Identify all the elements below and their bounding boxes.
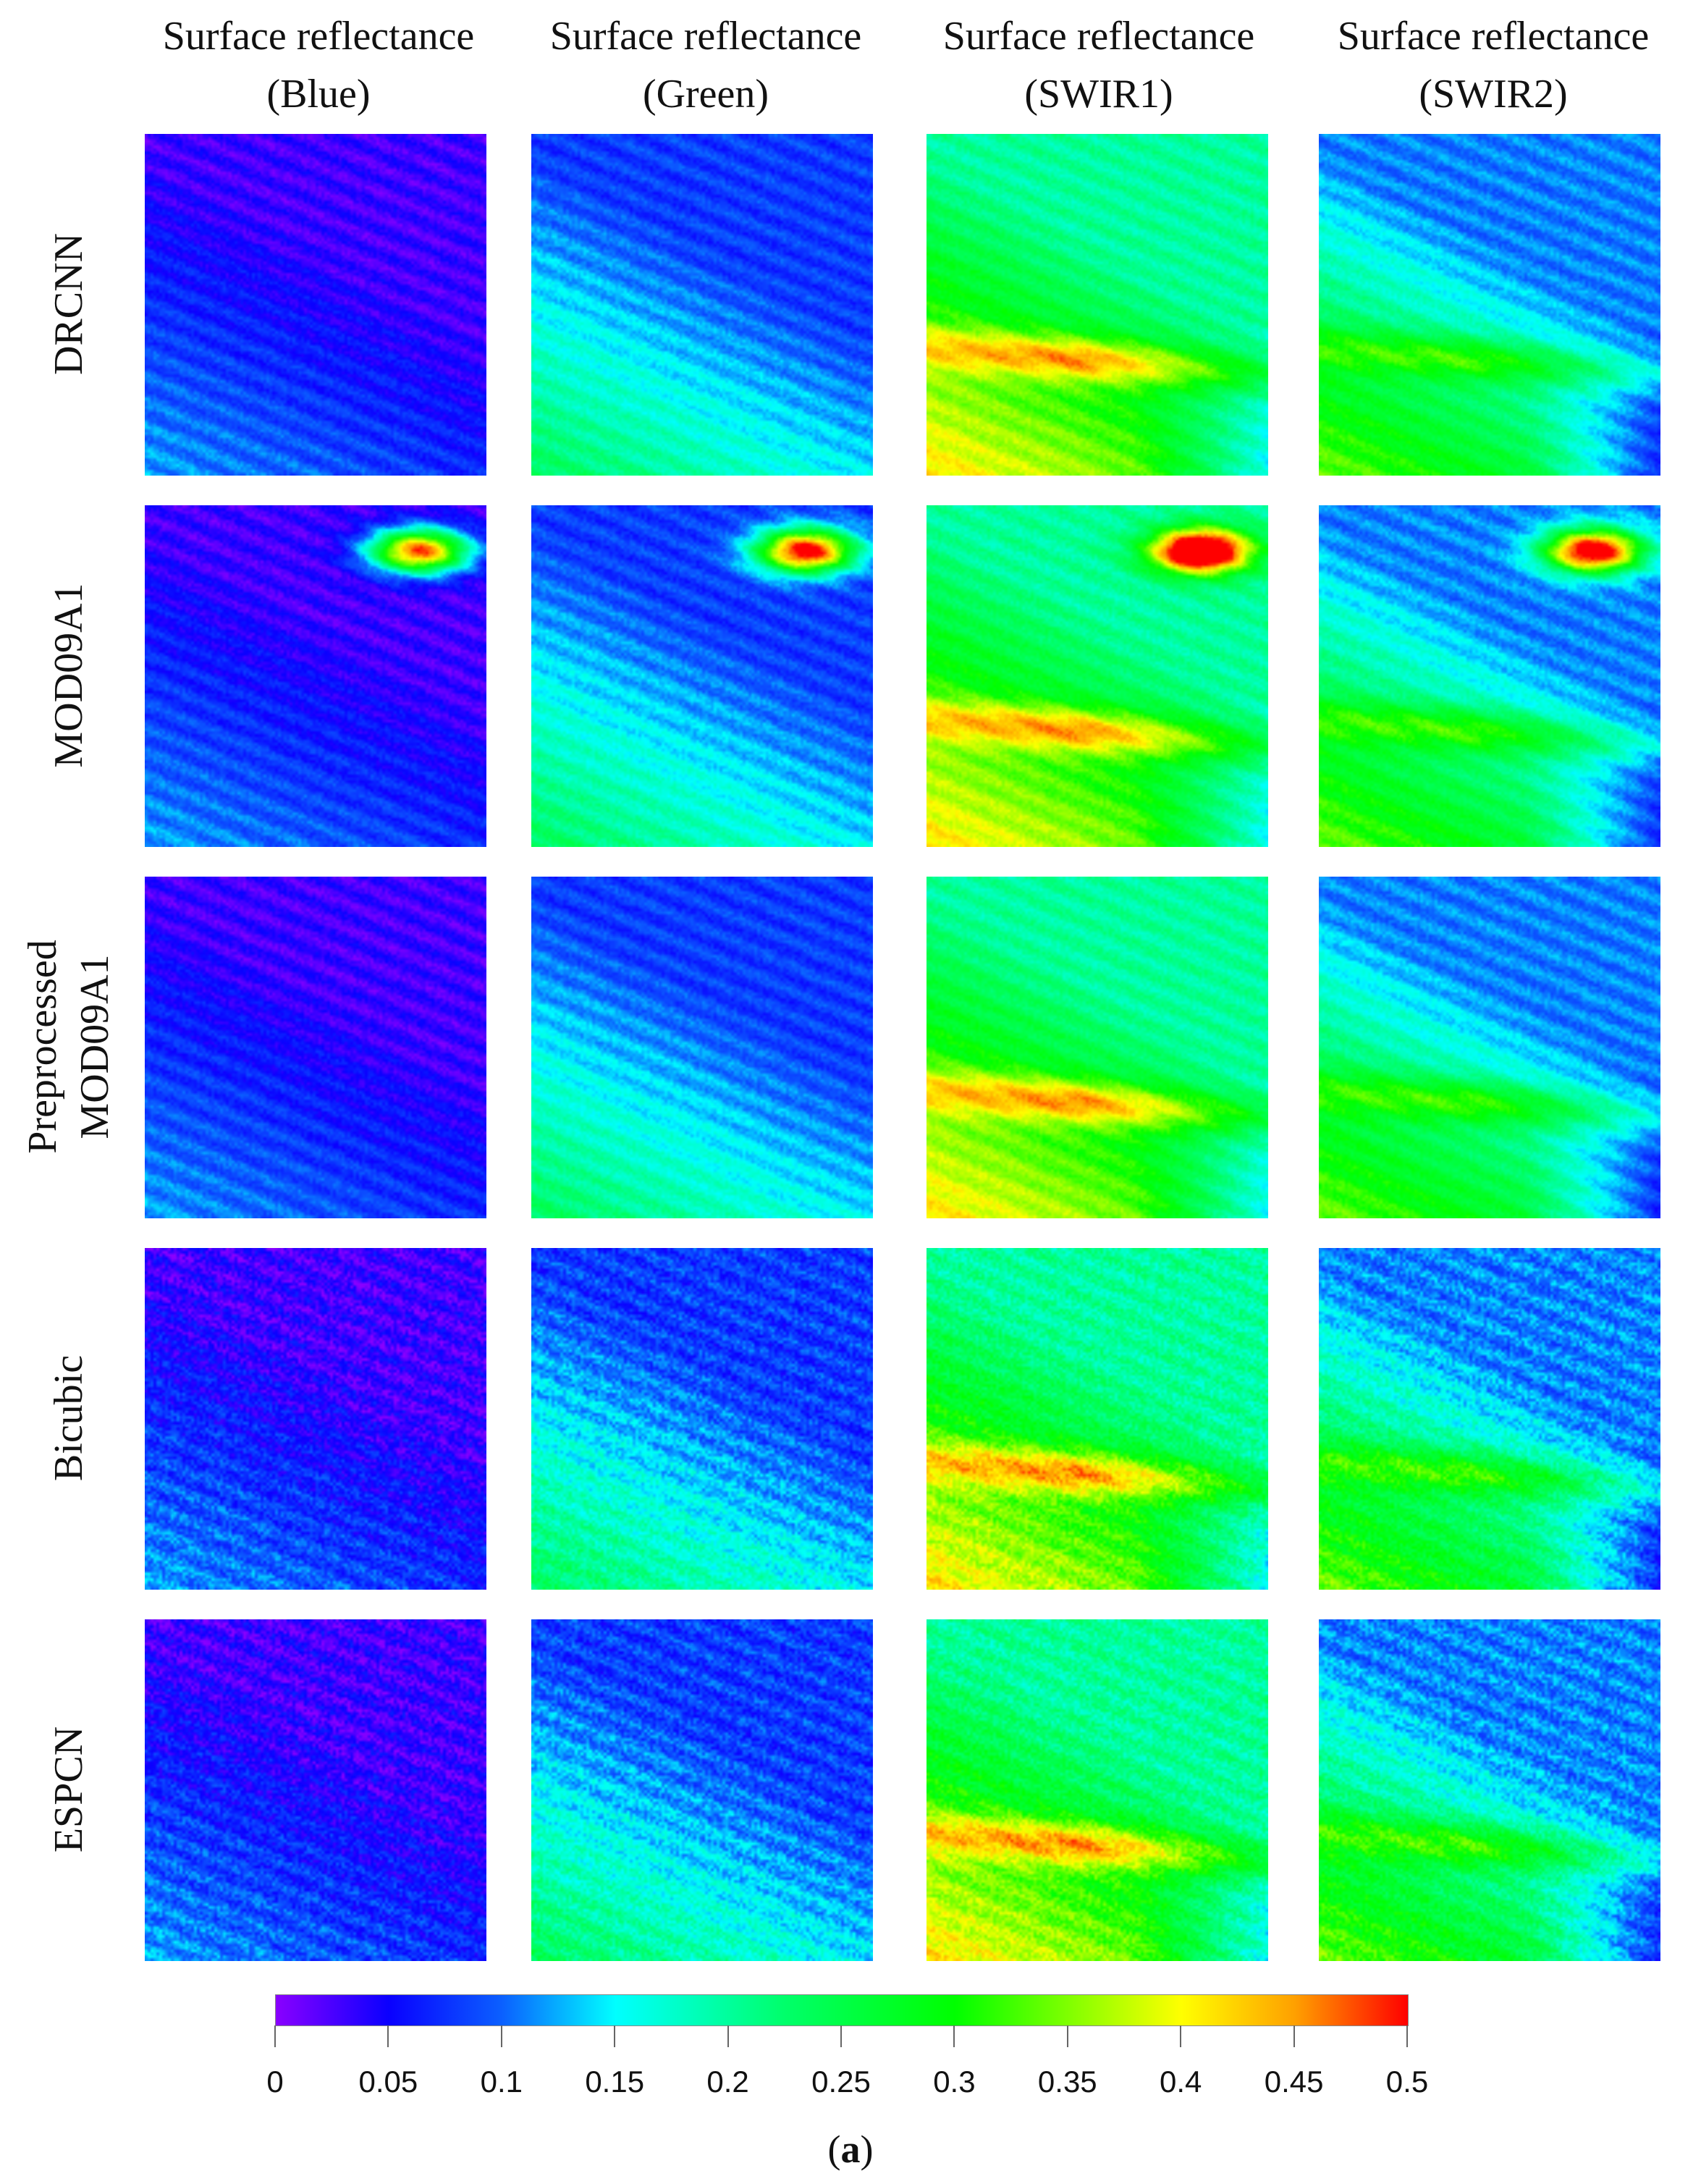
column-header-line2: (Blue) <box>266 72 371 117</box>
colorbar-tick-label: 0 <box>266 2065 284 2099</box>
column-header-line1: Surface reflectance <box>549 14 862 59</box>
reflectance-map-image <box>531 1619 873 1961</box>
reflectance-map-panel <box>531 1619 873 1961</box>
reflectance-map-panel <box>1319 505 1660 847</box>
reflectance-map-image <box>145 877 486 1218</box>
row-label-drcnn: DRCNN <box>0 134 138 474</box>
colorbar-tick-mark <box>274 2025 276 2047</box>
reflectance-map-image <box>1319 1619 1660 1961</box>
row-label-line1: ESPCN <box>46 1726 91 1853</box>
row-label-line1: Preprocessed <box>20 940 65 1154</box>
reflectance-map-image <box>927 1619 1268 1961</box>
colorbar-tick-mark <box>727 2025 729 2047</box>
reflectance-map-image <box>927 134 1268 476</box>
row-label-line2: MOD09A1 <box>72 954 117 1139</box>
reflectance-map-panel <box>927 877 1268 1218</box>
reflectance-map-image <box>145 134 486 476</box>
colorbar-tick-mark <box>1406 2025 1408 2047</box>
reflectance-map-panel <box>531 505 873 847</box>
column-header-blue: Surface reflectance (Blue) <box>130 7 507 123</box>
reflectance-map-image <box>1319 877 1660 1218</box>
reflectance-map-image <box>927 877 1268 1218</box>
colorbar-tick-label: 0.1 <box>480 2065 523 2099</box>
reflectance-map-panel <box>145 1248 486 1590</box>
reflectance-map-image <box>145 505 486 847</box>
colorbar-tick-mark <box>500 2025 502 2047</box>
reflectance-map-panel <box>531 877 873 1218</box>
colorbar-tick-label: 0.3 <box>933 2065 976 2099</box>
column-header-line1: Surface reflectance <box>942 14 1255 59</box>
colorbar-tick-mark <box>1293 2025 1295 2047</box>
reflectance-map-panel <box>145 1619 486 1961</box>
figure-caption: (a) <box>0 2127 1701 2172</box>
colorbar-tick-label: 0.05 <box>358 2065 418 2099</box>
reflectance-map-panel <box>1319 1248 1660 1590</box>
reflectance-map-image <box>145 1248 486 1590</box>
column-header-swir2: Surface reflectance (SWIR2) <box>1305 7 1681 123</box>
column-header-line2: (SWIR2) <box>1419 72 1568 117</box>
caption-letter: a <box>840 2128 861 2171</box>
reflectance-map-panel <box>1319 1619 1660 1961</box>
reflectance-map-image <box>531 505 873 847</box>
colorbar <box>275 1994 1409 2026</box>
reflectance-map-image <box>531 134 873 476</box>
row-label-line1: MOD09A1 <box>46 583 91 768</box>
reflectance-map-panel <box>1319 877 1660 1218</box>
colorbar-tick-mark <box>614 2025 616 2047</box>
reflectance-map-panel <box>927 1619 1268 1961</box>
reflectance-map-image <box>927 1248 1268 1590</box>
colorbar-tick-label: 0.2 <box>706 2065 749 2099</box>
reflectance-map-panel <box>145 134 486 476</box>
reflectance-map-panel <box>927 505 1268 847</box>
colorbar-tick-mark <box>387 2025 389 2047</box>
column-header-line1: Surface reflectance <box>162 14 475 59</box>
row-label-preprocessed-mod09a1: Preprocessed MOD09A1 <box>0 877 138 1217</box>
column-header-line2: (Green) <box>642 72 769 117</box>
row-label-mod09a1: MOD09A1 <box>0 505 138 846</box>
reflectance-map-image <box>927 505 1268 847</box>
colorbar-tick-label: 0.25 <box>811 2065 871 2099</box>
column-header-line2: (SWIR1) <box>1024 72 1173 117</box>
column-header-swir1: Surface reflectance (SWIR1) <box>911 7 1287 123</box>
row-label-espcn: ESPCN <box>0 1619 138 1960</box>
colorbar-tick-mark <box>953 2025 955 2047</box>
reflectance-map-panel <box>531 1248 873 1590</box>
reflectance-map-image <box>1319 505 1660 847</box>
reflectance-map-panel <box>145 877 486 1218</box>
colorbar-tick-label: 0.4 <box>1159 2065 1202 2099</box>
column-header-green: Surface reflectance (Green) <box>518 7 894 123</box>
row-label-line1: Bicubic <box>46 1354 91 1482</box>
colorbar-tick-label: 0.5 <box>1385 2065 1429 2099</box>
reflectance-map-image <box>531 877 873 1218</box>
reflectance-map-image <box>1319 1248 1660 1590</box>
reflectance-map-panel <box>145 505 486 847</box>
reflectance-map-panel <box>927 1248 1268 1590</box>
column-header-line1: Surface reflectance <box>1337 14 1650 59</box>
colorbar-tick-label: 0.35 <box>1037 2065 1097 2099</box>
reflectance-map-image <box>531 1248 873 1590</box>
reflectance-map-panel <box>1319 134 1660 476</box>
colorbar-tick-label: 0.45 <box>1264 2065 1324 2099</box>
colorbar-tick-mark <box>840 2025 842 2047</box>
caption-close: ) <box>860 2128 874 2171</box>
reflectance-map-panel <box>927 134 1268 476</box>
caption-open: ( <box>827 2128 841 2171</box>
reflectance-map-image <box>145 1619 486 1961</box>
colorbar-tick-mark <box>1066 2025 1068 2047</box>
colorbar-tick-mark <box>1180 2025 1182 2047</box>
reflectance-map-image <box>1319 134 1660 476</box>
row-label-line1: DRCNN <box>46 232 91 376</box>
colorbar-tick-label: 0.15 <box>585 2065 645 2099</box>
reflectance-map-panel <box>531 134 873 476</box>
row-label-bicubic: Bicubic <box>0 1248 138 1588</box>
